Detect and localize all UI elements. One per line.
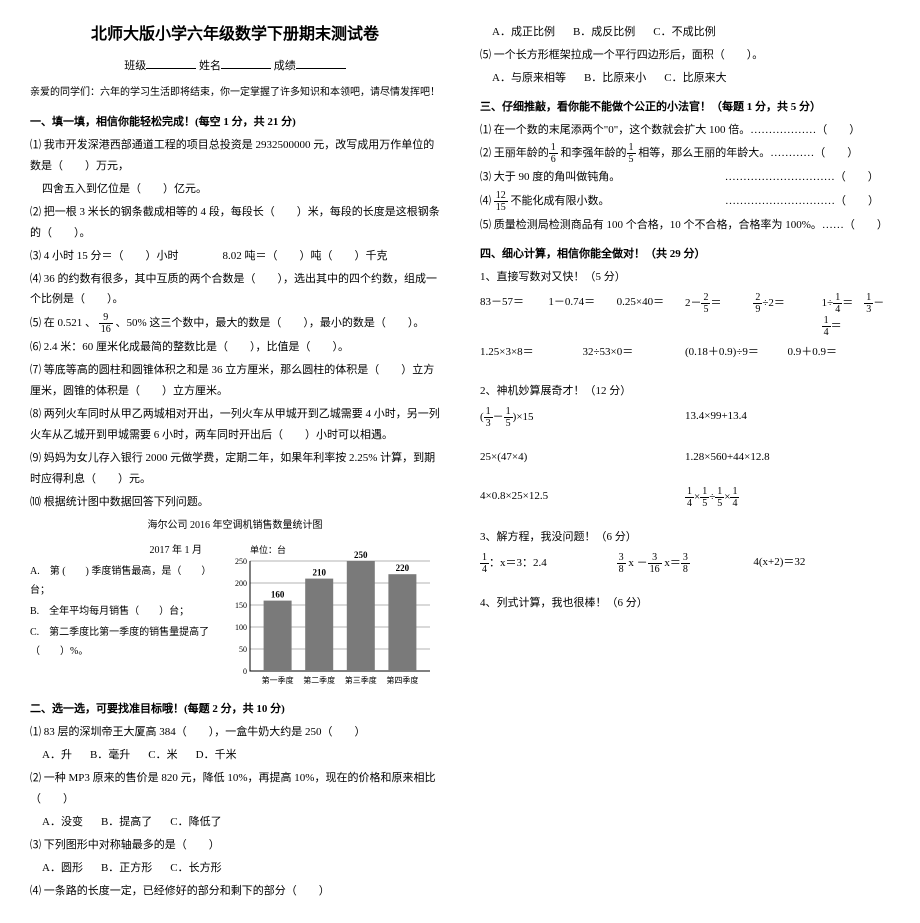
svg-text:单位：台: 单位：台 xyxy=(250,544,286,555)
svg-text:50: 50 xyxy=(239,645,247,654)
svg-text:210: 210 xyxy=(312,568,326,578)
section-2-title: 二、选一选，可要找准目标哦！(每题 2 分，共 10 分) xyxy=(30,699,440,720)
svg-text:0: 0 xyxy=(243,667,247,676)
q1-7: ⑺ 等底等高的圆柱和圆锥体积之和是 36 立方厘米，那么圆柱的体积是（ ）立方厘… xyxy=(30,360,440,402)
chart-qa: A. 第 ( ) 季度销售最高，是（ ）台； xyxy=(30,562,212,600)
q2-2: ⑵ 一种 MP3 原来的售价是 820 元，降低 10%，再提高 10%，现在的… xyxy=(30,768,440,810)
intro-text: 亲爱的同学们：六年的学习生活即将结束，你一定掌握了许多知识和本领吧，请尽情发挥吧… xyxy=(30,83,440,102)
svg-text:160: 160 xyxy=(271,590,285,600)
calc-row-2a: (13－15)×15 13.4×99+13.4 xyxy=(480,406,890,429)
svg-text:第一季度: 第一季度 xyxy=(262,675,294,685)
q2-3-opts: A．圆形B．正方形C．长方形 xyxy=(30,858,440,879)
q3-1: ⑴ 在一个数的末尾添两个"0"，这个数就会扩大 100 倍。………………（ ） xyxy=(480,120,890,141)
sales-bar-chart: 单位：台 50 100 150 200 250 0 160 第一季度 210 第二季度 250 第三季度… xyxy=(220,541,440,691)
q1-9: ⑼ 妈妈为女儿存入银行 2000 元做学费，定期二年，如果年利率按 2.25% … xyxy=(30,448,440,490)
q1-3: ⑶ 4 小时 15 分＝（ ）小时 8.02 吨＝（ ）吨（ ）千克 xyxy=(30,246,440,267)
chart-qc: C. 第二季度比第一季度的销售量提高了（ ）%。 xyxy=(30,623,212,661)
q2-5-opts: A．与原来相等B．比原来小C．比原来大 xyxy=(480,68,890,89)
q2-1-opts: A．升B．毫升C．米D．千米 xyxy=(30,745,440,766)
section-3-title: 三、仔细推敲，看你能不能做个公正的小法官！（每题 1 分，共 5 分） xyxy=(480,97,890,118)
header-blanks: 班级 姓名 成绩 xyxy=(30,56,440,77)
q1-4: ⑷ 36 的约数有很多，其中互质的两个合数是（ ），选出其中的四个约数，组成一个… xyxy=(30,269,440,311)
sub4-2: 2、神机妙算展奇才！（12 分） xyxy=(480,381,890,402)
q2-4: ⑷ 一条路的长度一定，已经修好的部分和剩下的部分（ ） xyxy=(30,881,440,902)
svg-text:200: 200 xyxy=(235,579,247,588)
q3-2: ⑵ 王丽年龄的16 和李强年龄的15 相等，那么王丽的年龄大。…………（ ） xyxy=(480,142,890,165)
q1-1b: 四舍五入到亿位是（ ）亿元。 xyxy=(30,179,440,200)
q2-3: ⑶ 下列图形中对称轴最多的是（ ） xyxy=(30,835,440,856)
q2-5: ⑸ 一个长方形框架拉成一个平行四边形后，面积（ ）。 xyxy=(480,45,890,66)
sub4-3: 3、解方程，我没问题！（6 分） xyxy=(480,527,890,548)
q2-1: ⑴ 83 层的深圳帝王大厦高 384（ ），一盒牛奶大约是 250（ ） xyxy=(30,722,440,743)
doc-title: 北师大版小学六年级数学下册期末测试卷 xyxy=(30,20,440,50)
svg-text:100: 100 xyxy=(235,623,247,632)
q1-5: ⑸ 在 0.521 、 916 、50% 这三个数中，最大的数是（ ），最小的数… xyxy=(30,312,440,335)
sub4-4: 4、列式计算，我也很棒！（6 分） xyxy=(480,593,890,614)
section-1-title: 一、填一填，相信你能轻松完成！(每空 1 分，共 21 分) xyxy=(30,112,440,133)
q1-6: ⑹ 2.4 米：60 厘米化成最简的整数比是（ ），比值是（ ）。 xyxy=(30,337,440,358)
q1-1: ⑴ 我市开发深港西部通道工程的项目总投资是 2932500000 元，改写成用万… xyxy=(30,135,440,177)
q1-2: ⑵ 把一根 3 米长的钢条截成相等的 4 段，每段长（ ）米，每段的长度是这根钢… xyxy=(30,202,440,244)
calc-row-2c: 4×0.8×25×12.5 14×15÷15×14 xyxy=(480,486,890,509)
q1-8: ⑻ 两列火车同时从甲乙两城相对开出，一列火车从甲城开到乙城需要 4 小时，另一列… xyxy=(30,404,440,446)
q1-10: ⑽ 根据统计图中数据回答下列问题。 xyxy=(30,492,440,513)
q2-4-opts: A．成正比例B．成反比例C．不成比例 xyxy=(480,22,890,43)
q3-5: ⑸ 质量检测局检测商品有 100 个合格，10 个不合格，合格率为 100%。…… xyxy=(480,215,890,236)
svg-text:250: 250 xyxy=(354,550,368,560)
calc-row-1b: 1.25×3×8＝ 32÷53×0＝ (0.18＋0.9)÷9＝ 0.9＋0.9… xyxy=(480,342,890,363)
svg-text:250: 250 xyxy=(235,557,247,566)
svg-text:第二季度: 第二季度 xyxy=(303,675,335,685)
sub4-1: 1、直接写数对又快！（5 分） xyxy=(480,267,890,288)
svg-text:第三季度: 第三季度 xyxy=(345,675,377,685)
calc-row-3: 14：x＝3：2.4 38 x －316 x＝38 4(x+2)＝32 xyxy=(480,552,890,575)
calc-row-2b: 25×(47×4) 1.28×560+44×12.8 xyxy=(480,447,890,468)
q3-3: ⑶ 大于 90 度的角叫做钝角。 …………………………（ ） xyxy=(480,167,890,188)
calc-row-1: 83－57＝ 1－0.74＝ 0.25×40＝ 2－25＝ 29÷2＝ 1÷14… xyxy=(480,292,890,338)
svg-text:第四季度: 第四季度 xyxy=(386,675,418,685)
chart-qb: B. 全年平均每月销售（ ）台； xyxy=(30,602,212,621)
q2-2-opts: A．没变B．提高了C．降低了 xyxy=(30,812,440,833)
q3-4: ⑷ 1215 不能化成有限小数。 …………………………（ ） xyxy=(480,190,890,213)
section-4-title: 四、细心计算，相信你能全做对！（共 29 分） xyxy=(480,244,890,265)
svg-text:220: 220 xyxy=(396,564,410,574)
svg-text:150: 150 xyxy=(235,601,247,610)
chart-date: 2017 年 1 月 xyxy=(30,541,212,560)
chart-title: 海尔公司 2016 年空调机销售数量统计图 xyxy=(30,516,440,535)
